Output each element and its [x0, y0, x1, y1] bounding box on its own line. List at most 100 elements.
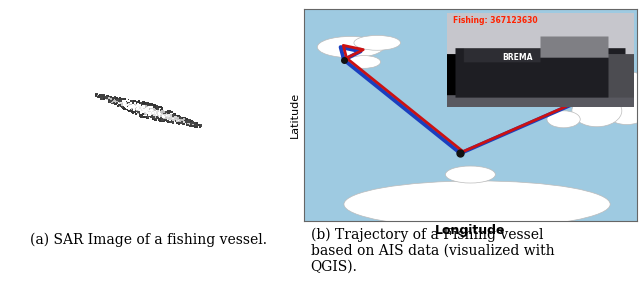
Point: [188, 124, 198, 129]
Point: [136, 110, 147, 114]
Point: [102, 95, 112, 100]
Point: [157, 106, 167, 111]
Point: [154, 112, 164, 117]
Point: [107, 101, 117, 106]
Point: [163, 115, 173, 120]
Point: [116, 101, 126, 105]
Point: [111, 96, 121, 101]
Point: [115, 102, 125, 107]
Point: [125, 106, 136, 111]
Point: [122, 100, 132, 105]
Point: [156, 109, 166, 114]
Point: [120, 100, 130, 104]
Ellipse shape: [572, 95, 622, 127]
Point: [118, 105, 128, 110]
Point: [99, 95, 109, 99]
Point: [148, 105, 159, 109]
Point: [187, 121, 197, 126]
Point: [95, 94, 106, 99]
Point: [124, 107, 134, 112]
Point: [141, 104, 151, 109]
Point: [158, 112, 168, 116]
Point: [159, 118, 170, 123]
Point: [99, 93, 109, 97]
Point: [125, 105, 135, 109]
Point: [190, 124, 200, 129]
Point: [150, 113, 160, 118]
Point: [133, 102, 143, 107]
Point: [118, 104, 128, 109]
Point: [142, 101, 152, 106]
Point: [161, 115, 172, 119]
Point: [173, 114, 183, 119]
Point: [125, 99, 136, 104]
Point: [119, 103, 129, 108]
Point: [118, 105, 128, 110]
Point: [172, 114, 182, 119]
Point: [163, 119, 173, 124]
Point: [115, 103, 125, 108]
Point: [143, 115, 153, 120]
Point: [92, 93, 102, 97]
Point: [134, 106, 145, 110]
Point: [135, 101, 145, 106]
Point: [120, 106, 131, 111]
Point: [149, 112, 159, 117]
Point: [147, 104, 157, 108]
Point: [166, 110, 177, 114]
Point: [128, 110, 138, 115]
Point: [143, 105, 153, 110]
Point: [111, 95, 122, 100]
Point: [143, 114, 153, 119]
Point: [143, 107, 154, 112]
Point: [177, 119, 188, 123]
Point: [133, 105, 143, 110]
Point: [117, 97, 127, 102]
Point: [179, 117, 189, 122]
Point: [166, 117, 176, 122]
Point: [106, 97, 116, 102]
Point: [99, 94, 109, 98]
Point: [188, 122, 198, 127]
Point: [132, 107, 142, 112]
Point: [138, 108, 148, 112]
Point: [159, 112, 169, 116]
Point: [188, 122, 198, 126]
Point: [143, 104, 154, 108]
Point: [141, 111, 152, 115]
Point: [143, 110, 154, 114]
Point: [95, 94, 106, 98]
Point: [138, 110, 148, 114]
Point: [138, 112, 148, 117]
Point: [159, 111, 170, 115]
Point: [152, 115, 163, 120]
Point: [143, 103, 153, 108]
Point: [134, 106, 145, 111]
Point: [191, 122, 202, 127]
Point: [124, 101, 134, 105]
Point: [172, 121, 182, 125]
Point: [125, 99, 135, 104]
Point: [131, 106, 141, 111]
Point: [129, 101, 139, 106]
Point: [124, 104, 134, 109]
Point: [106, 96, 116, 100]
Point: [120, 104, 130, 109]
Point: [189, 122, 199, 126]
Point: [152, 114, 162, 119]
Point: [100, 96, 110, 101]
Point: [91, 94, 101, 99]
Point: [112, 100, 122, 105]
Point: [102, 96, 113, 101]
Point: [134, 107, 144, 112]
Point: [118, 102, 128, 107]
Point: [104, 96, 114, 101]
Point: [142, 111, 152, 115]
Point: [142, 112, 152, 117]
Point: [143, 112, 153, 117]
Point: [165, 116, 175, 121]
Point: [150, 114, 160, 119]
Point: [145, 110, 156, 115]
Point: [121, 100, 131, 105]
Point: [127, 99, 138, 104]
